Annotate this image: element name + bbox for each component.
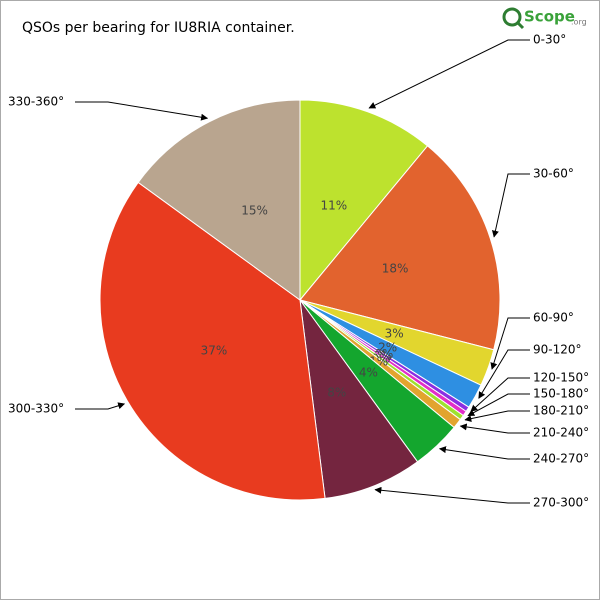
pie-slice bbox=[99, 181, 326, 501]
slice-label: 8% bbox=[327, 385, 346, 399]
category-label: 330-360° bbox=[8, 95, 64, 109]
leader-line bbox=[478, 349, 530, 399]
logo-suffix: .org bbox=[571, 18, 587, 27]
logo-icon bbox=[515, 20, 525, 30]
leader-line bbox=[368, 39, 530, 109]
logo-icon bbox=[502, 7, 522, 27]
pie-slice bbox=[299, 299, 419, 499]
leader-line bbox=[467, 393, 530, 417]
category-label: 150-180° bbox=[533, 387, 589, 401]
pie-slice bbox=[299, 99, 429, 302]
leader-line bbox=[75, 101, 209, 121]
leader-line bbox=[374, 486, 530, 504]
category-label: 120-150° bbox=[533, 371, 589, 385]
slice-label: 37% bbox=[201, 343, 228, 357]
pie-slice bbox=[137, 99, 301, 301]
leader-line bbox=[75, 402, 126, 410]
slice-label: 11% bbox=[321, 198, 348, 212]
chart-title: QSOs per bearing for IU8RIA container. bbox=[22, 20, 295, 36]
category-label: 30-60° bbox=[533, 167, 574, 181]
slice-label: 4% bbox=[359, 365, 378, 379]
category-label: 240-270° bbox=[533, 452, 589, 466]
category-label: 270-300° bbox=[533, 496, 589, 510]
leader-line bbox=[464, 410, 530, 423]
leader-line bbox=[438, 446, 530, 460]
category-label: 210-240° bbox=[533, 426, 589, 440]
category-label: 180-210° bbox=[533, 404, 589, 418]
logo-text: Scope bbox=[524, 8, 575, 26]
leader-line bbox=[459, 423, 530, 434]
leader-line bbox=[470, 377, 530, 412]
category-label: 90-120° bbox=[533, 343, 582, 357]
leader-line bbox=[490, 317, 530, 370]
leader-line bbox=[491, 173, 530, 238]
category-label: 300-330° bbox=[8, 402, 64, 416]
slice-label: 18% bbox=[382, 262, 409, 276]
logo: Scope .org bbox=[502, 7, 587, 30]
category-label: 0-30° bbox=[533, 33, 566, 47]
slice-label: 15% bbox=[241, 203, 268, 217]
category-label: 60-90° bbox=[533, 311, 574, 325]
pie-slice bbox=[299, 145, 501, 351]
slice-label: 2% bbox=[378, 341, 397, 355]
slice-label: 3% bbox=[385, 326, 404, 340]
